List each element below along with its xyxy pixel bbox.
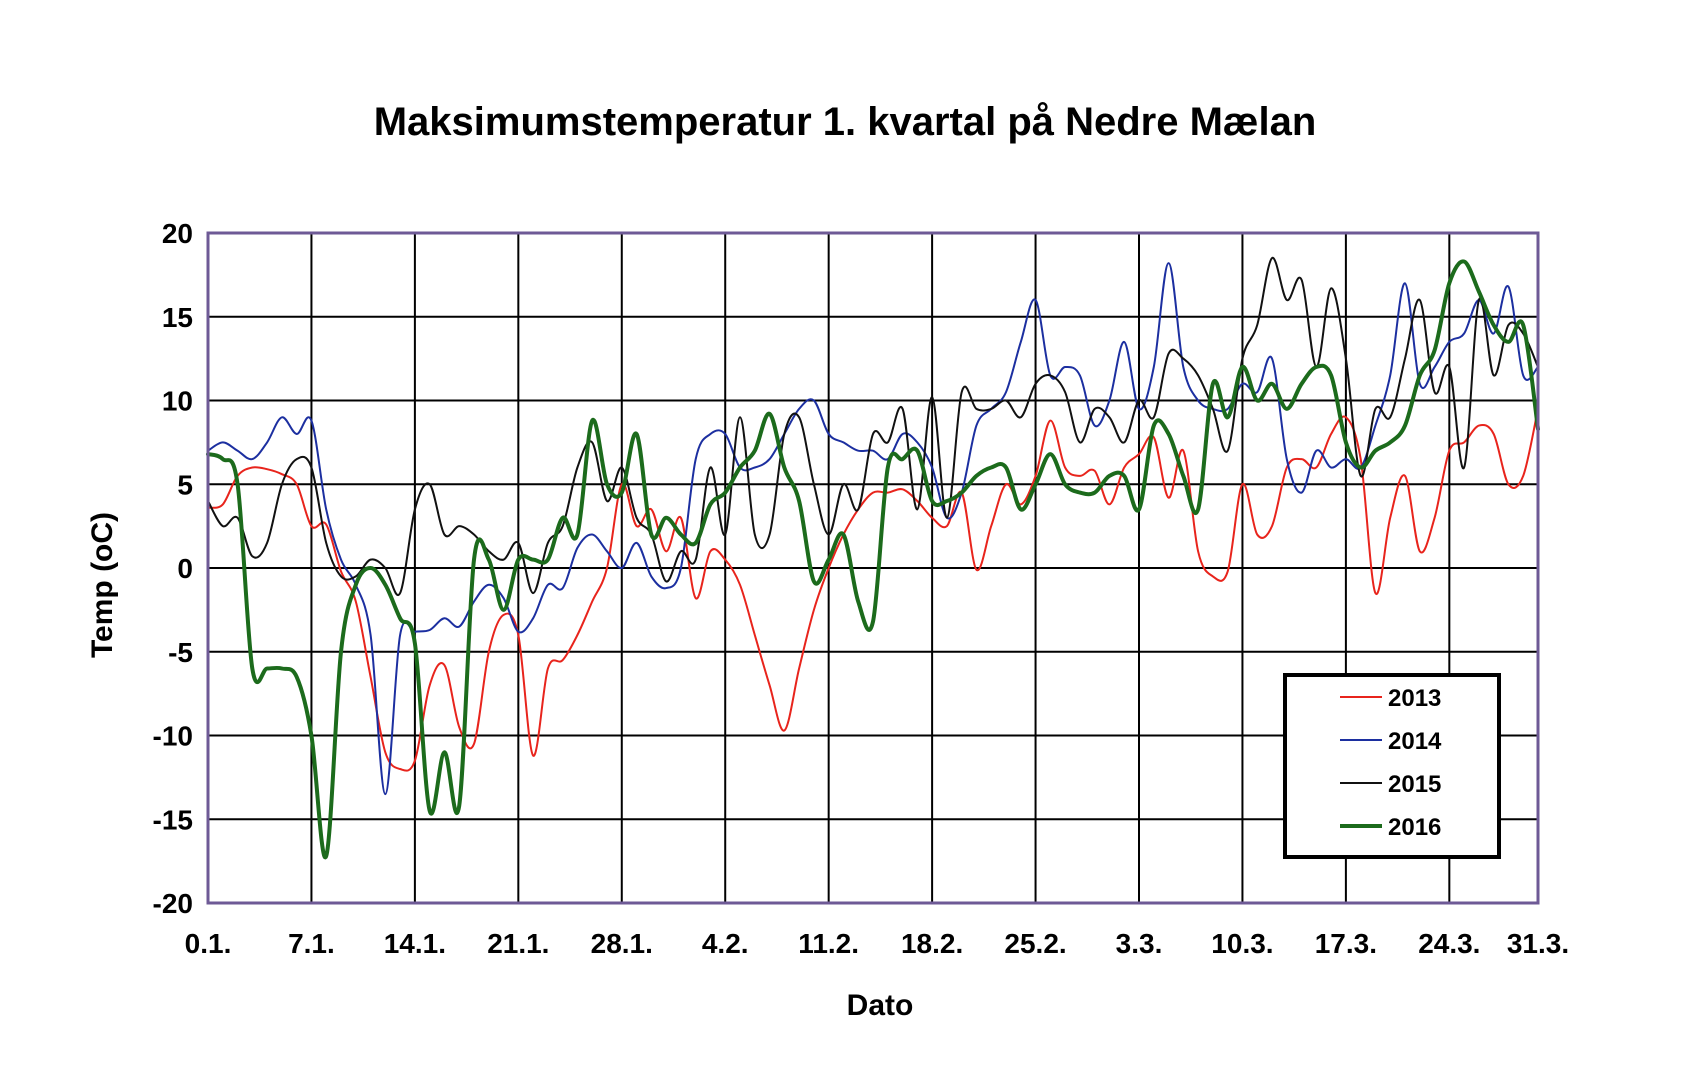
y-tick-label: -20 bbox=[153, 888, 193, 919]
chart-title: Maksimumstemperatur 1. kvartal på Nedre … bbox=[374, 100, 1317, 144]
y-tick-label: 20 bbox=[162, 218, 193, 249]
y-tick-label: 0 bbox=[177, 553, 193, 584]
x-tick-label: 10.3. bbox=[1211, 928, 1273, 959]
y-tick-label: -10 bbox=[153, 721, 193, 752]
x-tick-label: 0.1. bbox=[185, 928, 232, 959]
x-tick-label: 25.2. bbox=[1004, 928, 1066, 959]
y-tick-label: 5 bbox=[177, 469, 193, 500]
y-axis-label: Temp (oC) bbox=[86, 512, 119, 658]
legend: 2013 2014 2015 2016 bbox=[1283, 673, 1501, 859]
legend-label-2015: 2015 bbox=[1388, 771, 1441, 798]
y-tick-labels: 20 15 10 5 0 -5 -10 -15 -20 bbox=[153, 218, 193, 919]
x-tick-label: 4.2. bbox=[702, 928, 749, 959]
series-lines bbox=[206, 257, 1540, 860]
series-line-2013 bbox=[207, 407, 1539, 772]
x-tick-label: 21.1. bbox=[487, 928, 549, 959]
x-tick-label: 17.3. bbox=[1315, 928, 1377, 959]
x-tick-label: 28.1. bbox=[591, 928, 653, 959]
y-tick-label: -15 bbox=[153, 804, 193, 835]
plot-border bbox=[206, 231, 1540, 905]
legend-box bbox=[1283, 673, 1501, 859]
x-tick-labels: 0.1. 7.1. 14.1. 21.1. 28.1. 4.2. 11.2. 18.2. 25.… bbox=[185, 928, 1569, 959]
legend-label-2016: 2016 bbox=[1388, 814, 1441, 841]
series-line-2014 bbox=[207, 262, 1539, 796]
legend-label-2014: 2014 bbox=[1388, 728, 1442, 755]
x-tick-label: 7.1. bbox=[288, 928, 335, 959]
x-tick-label: 3.3. bbox=[1116, 928, 1163, 959]
x-tick-label: 11.2. bbox=[798, 928, 859, 959]
x-tick-label: 24.3. bbox=[1418, 928, 1480, 959]
y-tick-label: 10 bbox=[162, 386, 193, 417]
x-tick-label: 31.3. bbox=[1507, 928, 1569, 959]
y-tick-label: 15 bbox=[162, 302, 193, 333]
x-tick-label: 18.2. bbox=[901, 928, 963, 959]
legend-label-2013: 2013 bbox=[1388, 685, 1441, 712]
series-line-2015 bbox=[207, 257, 1539, 597]
x-axis-label: Dato bbox=[847, 989, 914, 1022]
x-tick-label: 14.1. bbox=[384, 928, 446, 959]
y-tick-label: -5 bbox=[168, 637, 193, 668]
series-line-2016 bbox=[206, 259, 1540, 860]
